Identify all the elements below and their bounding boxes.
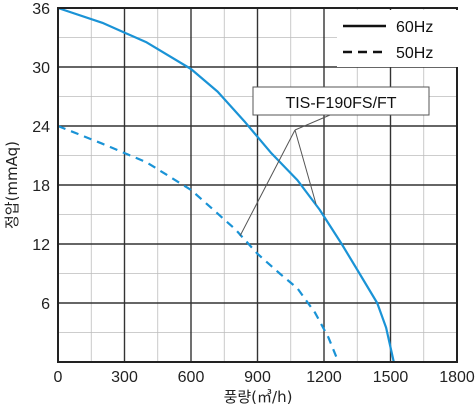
callout-connector bbox=[294, 114, 331, 131]
x-tick-label: 1800 bbox=[439, 369, 475, 386]
plot-border bbox=[57, 7, 458, 363]
x-axis-title: 풍량(㎥/h) bbox=[224, 388, 293, 406]
y-tick-label: 24 bbox=[32, 119, 50, 136]
x-tick-label: 300 bbox=[111, 369, 138, 386]
y-tick-label: 36 bbox=[32, 1, 50, 18]
legend-box bbox=[337, 10, 459, 67]
callout-leader-50hz bbox=[239, 129, 296, 237]
y-tick-label: 6 bbox=[41, 296, 50, 313]
legend-label-60hz: 60Hz bbox=[396, 19, 433, 36]
legend-label-50hz: 50Hz bbox=[396, 45, 433, 62]
legend: 60Hz 50Hz bbox=[337, 10, 459, 67]
x-tick-label: 1200 bbox=[306, 369, 342, 386]
callout-box bbox=[252, 86, 430, 116]
x-tick-label: 0 bbox=[54, 369, 63, 386]
x-tick-label: 600 bbox=[178, 369, 205, 386]
plot-frame bbox=[57, 7, 458, 363]
tick-labels: 0 300 600 900 1200 1500 1800 6 12 18 24 30 36 bbox=[32, 1, 475, 386]
y-tick-label: 18 bbox=[32, 178, 50, 195]
y-axis-title: 정압(mmAq) bbox=[3, 141, 21, 229]
series-line-50hz bbox=[57, 124, 340, 363]
callout-label: TIS-F190FS/FT bbox=[285, 95, 396, 112]
series-line-60hz bbox=[57, 6, 395, 363]
y-tick-label: 12 bbox=[32, 237, 50, 254]
model-callout: TIS-F190FS/FT bbox=[239, 86, 430, 237]
x-tick-label: 900 bbox=[244, 369, 271, 386]
x-tick-label: 1500 bbox=[373, 369, 409, 386]
callout-leader-60hz bbox=[294, 129, 317, 205]
series-group bbox=[57, 6, 395, 363]
y-tick-label: 30 bbox=[32, 60, 50, 77]
